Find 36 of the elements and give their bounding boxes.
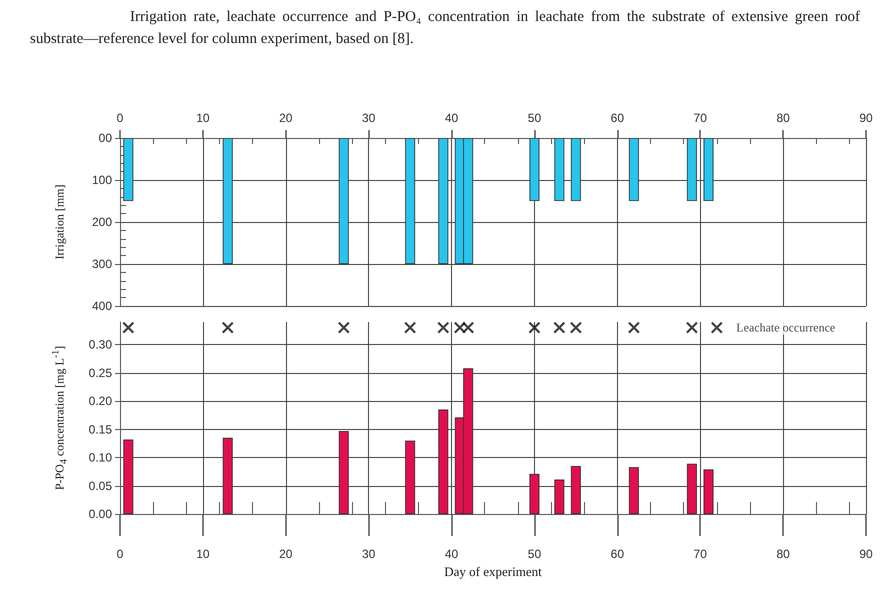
y-tick-label: 0.25 [88, 366, 112, 380]
y-axis-title: Irrigation [mm] [52, 184, 68, 260]
y-tick-label: 0.20 [88, 394, 112, 408]
x-axis-title: Day of experiment [444, 564, 542, 579]
x-tick-label: 40 [444, 111, 459, 125]
x-tick-label: 20 [279, 111, 293, 125]
x-tick-label: 50 [528, 547, 542, 561]
x-tick-label: 90 [859, 547, 873, 561]
y-tick-label: 00 [98, 131, 112, 145]
x-tick-label: 80 [776, 111, 790, 125]
y-tick-label: 400 [92, 299, 112, 313]
y-tick-label: 100 [92, 173, 112, 187]
chart-title: Irrigation rate, leachate occurrence and P-PO₄ concentration in leachate from the substrate of extensive green roof substrate—reference level for column experiment, based on [8]. [30, 8, 860, 49]
x-tick-label: 70 [694, 547, 708, 561]
y-tick-label: 0.30 [88, 338, 112, 352]
x-tick-label: 60 [610, 547, 624, 561]
x-tick-label: 30 [362, 547, 376, 561]
y-tick-label: 0.05 [88, 478, 112, 493]
y-tick-label: 0.00 [88, 507, 112, 521]
x-tick-label: 10 [196, 111, 210, 125]
y-tick-label: 0.10 [88, 450, 112, 465]
x-tick-label: 0 [116, 111, 124, 125]
y-tick-label: 300 [92, 257, 112, 271]
series-label: Leachate occurrence [736, 320, 836, 335]
y-tick-label: 0.15 [88, 422, 112, 436]
x-tick-label: 10 [196, 547, 210, 561]
x-tick-label: 60 [610, 111, 624, 125]
x-tick-label: 30 [362, 111, 376, 125]
x-tick-label: 80 [776, 547, 790, 561]
x-tick-label: 70 [694, 111, 708, 125]
y-tick-label: 200 [92, 215, 112, 229]
x-tick-label: 40 [444, 547, 459, 561]
x-tick-label: 20 [279, 547, 293, 561]
x-tick-label: 90 [859, 111, 873, 125]
x-tick-label: 0 [116, 547, 124, 561]
x-tick-label: 50 [528, 111, 542, 125]
